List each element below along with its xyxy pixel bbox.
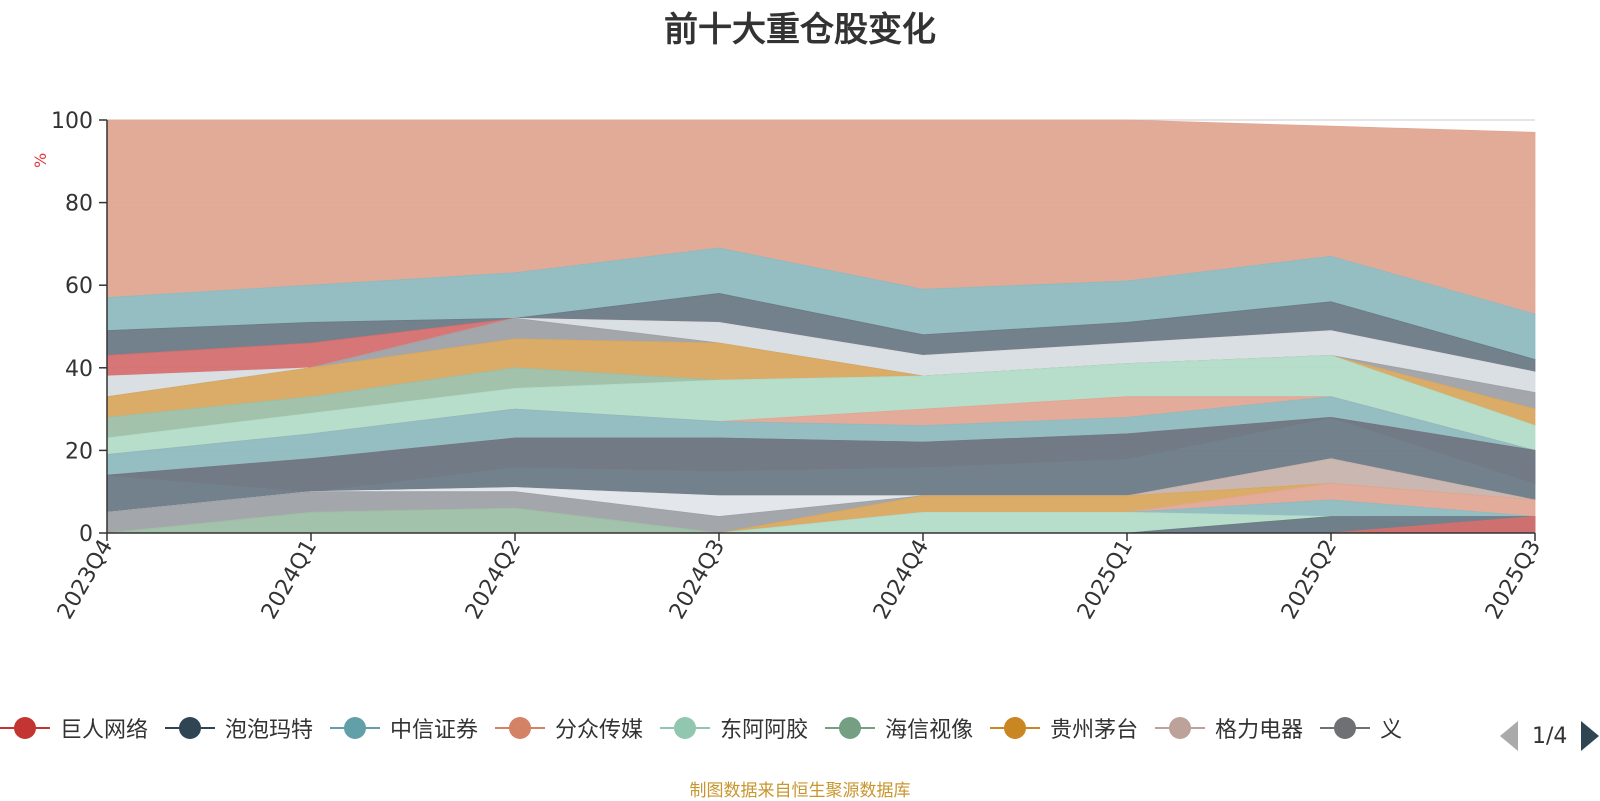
y-tick-label: 40 bbox=[65, 357, 93, 382]
data-source-note: 制图数据来自恒生聚源数据库 bbox=[689, 781, 911, 801]
x-tick-label: 2024Q2 bbox=[461, 536, 526, 624]
x-tick-label: 2024Q3 bbox=[665, 536, 730, 624]
y-tick-label: 20 bbox=[65, 439, 93, 464]
legend-marker-icon bbox=[990, 716, 1041, 740]
legend-label: 泡泡玛特 bbox=[225, 718, 314, 743]
x-tick-label: 2023Q4 bbox=[53, 536, 118, 624]
area-series bbox=[106, 119, 1536, 534]
legend-marker-icon bbox=[495, 716, 546, 740]
legend-next-page-button[interactable] bbox=[1581, 721, 1600, 751]
x-tick-label: 2024Q4 bbox=[869, 536, 934, 624]
legend-label: 东阿阿胶 bbox=[720, 718, 809, 743]
y-tick-label: 100 bbox=[51, 109, 93, 134]
legend-item[interactable]: 海信视像 bbox=[825, 712, 973, 744]
legend-page-indicator: 1/4 bbox=[1532, 723, 1568, 749]
legend-marker-icon bbox=[165, 716, 216, 740]
legend-item[interactable]: 中信证券 bbox=[330, 712, 478, 744]
chart-title: 前十大重仓股变化 bbox=[664, 10, 936, 50]
legend-marker-icon bbox=[660, 716, 711, 740]
x-tick-label: 2025Q2 bbox=[1277, 536, 1342, 624]
legend-item[interactable]: 东阿阿胶 bbox=[660, 712, 808, 744]
legend-label: 贵州茅台 bbox=[1050, 718, 1139, 743]
x-tick-label: 2025Q3 bbox=[1481, 536, 1546, 624]
legend-label: 巨人网络 bbox=[60, 718, 149, 743]
area-chart: 0 20 40 60 80 100 2023Q4 2024Q1 2024Q2 2024Q3 2024… bbox=[31, 109, 1546, 624]
legend-label: 格力电器 bbox=[1215, 718, 1304, 743]
legend-pager: 1/4 bbox=[1500, 718, 1600, 754]
legend-label: 义 bbox=[1380, 718, 1403, 743]
legend-item[interactable]: 巨人网络 bbox=[0, 712, 148, 744]
legend: 巨人网络 泡泡玛特 中信证券 分众传媒 东阿阿胶 海信视像 贵州茅台 格力电器 义 bbox=[0, 712, 1470, 756]
legend-marker-icon bbox=[1320, 716, 1371, 740]
legend-marker-icon bbox=[825, 716, 876, 740]
legend-item[interactable]: 泡泡玛特 bbox=[165, 712, 313, 744]
legend-marker-icon bbox=[1155, 716, 1206, 740]
legend-marker-icon bbox=[330, 716, 381, 740]
y-tick-label: 0 bbox=[79, 522, 93, 547]
legend-label: 分众传媒 bbox=[555, 718, 644, 743]
legend-item[interactable]: 义 bbox=[1320, 712, 1402, 744]
legend-prev-page-button[interactable] bbox=[1500, 721, 1518, 751]
legend-item[interactable]: 分众传媒 bbox=[495, 712, 643, 744]
x-tick-label: 2024Q1 bbox=[257, 536, 322, 624]
legend-marker-icon bbox=[0, 716, 50, 740]
y-axis-unit-label: % bbox=[31, 153, 50, 168]
x-tick-label: 2025Q1 bbox=[1073, 536, 1138, 624]
legend-item[interactable]: 格力电器 bbox=[1155, 712, 1303, 744]
y-tick-label: 80 bbox=[65, 192, 93, 217]
legend-item[interactable]: 贵州茅台 bbox=[990, 712, 1138, 744]
y-tick-label: 60 bbox=[65, 274, 93, 299]
legend-label: 海信视像 bbox=[885, 718, 974, 743]
legend-label: 中信证券 bbox=[390, 718, 479, 743]
